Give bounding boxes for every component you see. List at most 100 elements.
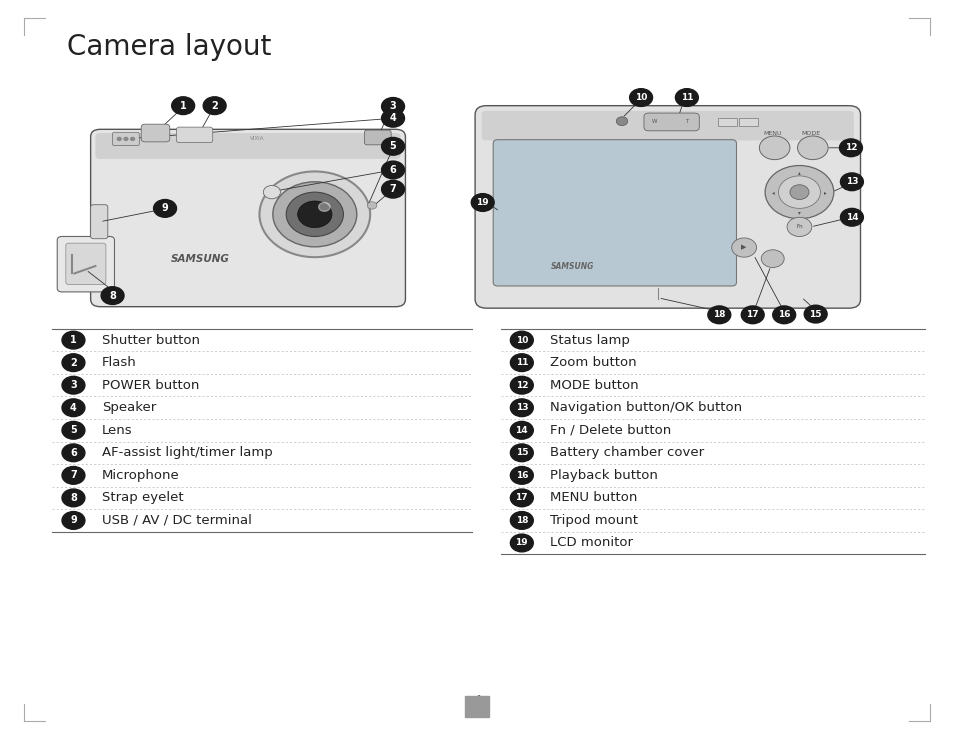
FancyBboxPatch shape xyxy=(57,236,114,292)
Text: ▸: ▸ xyxy=(823,190,825,194)
Text: 3: 3 xyxy=(389,101,396,112)
Circle shape xyxy=(263,185,280,199)
Text: 6: 6 xyxy=(389,165,396,175)
Circle shape xyxy=(510,354,533,372)
Text: 2: 2 xyxy=(70,358,77,368)
Circle shape xyxy=(153,200,176,217)
Text: POWER button: POWER button xyxy=(102,378,199,392)
Circle shape xyxy=(131,137,134,140)
FancyBboxPatch shape xyxy=(66,243,106,285)
Text: 12: 12 xyxy=(515,381,528,389)
Text: 17: 17 xyxy=(745,310,759,319)
Text: ▴: ▴ xyxy=(798,170,800,174)
Circle shape xyxy=(797,136,827,160)
Text: 18: 18 xyxy=(712,310,725,319)
Text: 9: 9 xyxy=(70,515,77,525)
Circle shape xyxy=(840,173,862,191)
Text: VIXIA: VIXIA xyxy=(250,136,265,140)
FancyBboxPatch shape xyxy=(91,205,108,239)
Circle shape xyxy=(740,306,763,324)
Text: Microphone: Microphone xyxy=(102,469,179,482)
Text: W: W xyxy=(651,120,657,124)
Circle shape xyxy=(286,192,343,236)
Circle shape xyxy=(172,97,194,115)
Circle shape xyxy=(510,331,533,349)
Text: MODE button: MODE button xyxy=(550,378,639,392)
Text: ▾: ▾ xyxy=(798,210,800,214)
Circle shape xyxy=(707,306,730,324)
Text: Status lamp: Status lamp xyxy=(550,333,630,347)
Text: Navigation button/OK button: Navigation button/OK button xyxy=(550,401,741,415)
Text: 7: 7 xyxy=(389,184,396,194)
Circle shape xyxy=(381,98,404,115)
Text: Shutter button: Shutter button xyxy=(102,333,200,347)
Circle shape xyxy=(62,399,85,417)
Circle shape xyxy=(381,109,404,127)
Text: Lens: Lens xyxy=(102,423,132,437)
Text: 4: 4 xyxy=(472,695,481,709)
Text: LCD monitor: LCD monitor xyxy=(550,537,633,550)
Text: Zoom button: Zoom button xyxy=(550,356,637,370)
Circle shape xyxy=(62,511,85,529)
Text: 11: 11 xyxy=(515,358,528,367)
Circle shape xyxy=(616,117,627,126)
Text: 12: 12 xyxy=(843,143,857,152)
Text: SAMSUNG: SAMSUNG xyxy=(171,253,230,264)
Text: 15: 15 xyxy=(808,310,821,319)
Circle shape xyxy=(259,171,370,257)
Text: 4: 4 xyxy=(70,403,77,413)
Circle shape xyxy=(510,511,533,529)
Bar xyxy=(464,696,489,717)
Text: 10: 10 xyxy=(635,93,646,102)
Circle shape xyxy=(803,305,826,323)
Circle shape xyxy=(62,376,85,394)
Text: ▶: ▶ xyxy=(740,245,746,251)
Circle shape xyxy=(759,136,789,160)
Text: 16: 16 xyxy=(515,471,528,480)
Text: 16: 16 xyxy=(777,310,790,319)
Text: 15: 15 xyxy=(515,449,528,457)
Circle shape xyxy=(62,354,85,372)
Circle shape xyxy=(510,466,533,484)
Text: 8: 8 xyxy=(109,290,116,301)
Circle shape xyxy=(203,97,226,115)
Text: 2: 2 xyxy=(211,101,218,111)
Circle shape xyxy=(510,399,533,417)
FancyBboxPatch shape xyxy=(475,106,860,308)
Text: 17: 17 xyxy=(515,494,528,503)
Text: 14: 14 xyxy=(844,213,858,222)
Circle shape xyxy=(297,201,332,228)
Circle shape xyxy=(510,489,533,507)
Text: 18: 18 xyxy=(515,516,528,525)
Circle shape xyxy=(675,89,698,106)
Text: SAMSUNG: SAMSUNG xyxy=(550,262,594,270)
Text: MODE: MODE xyxy=(801,131,820,135)
Circle shape xyxy=(789,185,808,200)
Circle shape xyxy=(117,137,121,140)
FancyBboxPatch shape xyxy=(481,111,853,140)
Text: T: T xyxy=(684,120,688,124)
Text: AF-assist light/timer lamp: AF-assist light/timer lamp xyxy=(102,446,273,460)
Text: MENU button: MENU button xyxy=(550,491,638,505)
Text: Speaker: Speaker xyxy=(102,401,156,415)
Text: Camera layout: Camera layout xyxy=(67,33,271,61)
Text: Fn / Delete button: Fn / Delete button xyxy=(550,423,671,437)
Text: Fn: Fn xyxy=(796,225,801,229)
Circle shape xyxy=(629,89,652,106)
Text: 3: 3 xyxy=(70,380,77,390)
Text: ◂: ◂ xyxy=(772,190,774,194)
Text: 13: 13 xyxy=(515,403,528,412)
Text: USB / AV / DC terminal: USB / AV / DC terminal xyxy=(102,514,252,527)
Text: 11: 11 xyxy=(679,93,693,102)
Circle shape xyxy=(124,137,128,140)
Circle shape xyxy=(760,250,783,268)
Circle shape xyxy=(381,137,404,155)
Circle shape xyxy=(318,202,330,211)
Circle shape xyxy=(101,287,124,304)
Circle shape xyxy=(471,194,494,211)
Circle shape xyxy=(510,421,533,439)
Circle shape xyxy=(764,166,833,219)
Text: 19: 19 xyxy=(476,198,489,207)
Circle shape xyxy=(62,466,85,484)
Circle shape xyxy=(731,238,756,257)
